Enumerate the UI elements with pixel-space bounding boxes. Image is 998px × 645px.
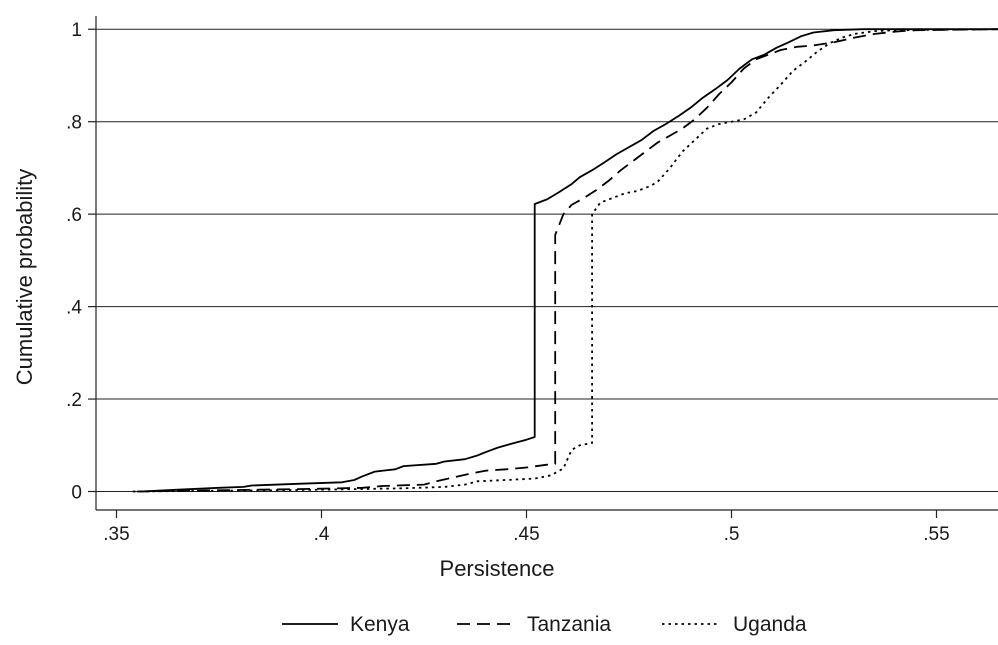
x-tick-label: .45: [513, 524, 539, 545]
y-tick-label: .6: [66, 205, 82, 226]
gridlines: [96, 28, 998, 493]
legend-label-uganda: Uganda: [733, 613, 807, 636]
x-tick-label: .35: [103, 524, 129, 545]
legend-label-tanzania: Tanzania: [527, 613, 611, 636]
x-tick-label: .5: [724, 524, 740, 545]
y-axis-title: Cumulative probability: [12, 169, 37, 385]
y-axis-ticks: 0 .2 .4 .6 .8 1: [66, 20, 96, 504]
y-tick-label: .2: [66, 390, 82, 411]
x-axis-title: Persistence: [440, 556, 555, 581]
y-tick-label: .4: [66, 298, 82, 319]
y-tick-label: .8: [66, 113, 82, 134]
x-axis-ticks: .35 .4 .45 .5 .55: [103, 510, 950, 545]
legend-label-kenya: Kenya: [350, 613, 410, 636]
series-line-uganda: [132, 28, 998, 493]
axes: [95, 16, 998, 511]
x-tick-label: .55: [923, 524, 949, 545]
series-line-kenya: [141, 28, 998, 493]
series-lines: [132, 28, 998, 493]
legend: Kenya Tanzania Uganda: [282, 613, 807, 636]
y-tick-label: 1: [71, 20, 82, 41]
x-tick-label: .4: [314, 524, 330, 545]
y-tick-label: 0: [71, 483, 82, 504]
series-line-tanzania: [136, 28, 998, 493]
